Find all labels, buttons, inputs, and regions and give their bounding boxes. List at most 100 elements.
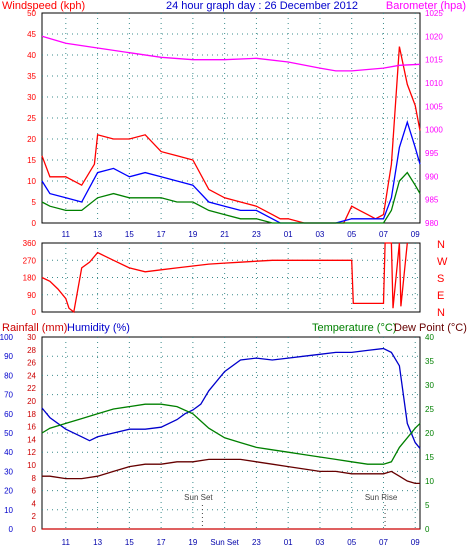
dewpoint-axis-label: Dew Point (°C) xyxy=(394,322,467,334)
windspeed-line xyxy=(41,46,421,224)
barometer-tick: 1025 xyxy=(425,9,443,18)
compass-label: W xyxy=(437,256,448,268)
windspeed-tick: 20 xyxy=(27,135,36,144)
temp-series xyxy=(41,347,421,530)
windspeed-tick: 30 xyxy=(27,93,36,102)
barometer-tick: 1005 xyxy=(425,102,443,111)
sunset-label: Sun Set xyxy=(184,493,213,502)
temperature-tick: 20 xyxy=(425,429,434,438)
rainfall-tick: 80 xyxy=(4,371,13,380)
barometer-tick: 1020 xyxy=(425,32,443,41)
windspeed-tick: 45 xyxy=(27,30,36,39)
sun-annotations: Sun Set Sun Rise xyxy=(184,493,398,529)
windspeed-tick: 35 xyxy=(27,72,36,81)
barometer-axis-label: Barometer (hpa) xyxy=(386,0,466,12)
windspeed-tick: 0 xyxy=(32,219,37,228)
x-tick: 13 xyxy=(93,538,102,547)
rainfall-tick: 20 xyxy=(4,487,13,496)
x-tick: 01 xyxy=(284,538,293,547)
direction-tick: 180 xyxy=(23,274,37,283)
humidity-tick: 12 xyxy=(27,448,36,457)
humidity-tick: 24 xyxy=(27,371,36,380)
wind-direction-line xyxy=(41,242,408,314)
barometer-tick: 985 xyxy=(425,196,439,205)
temp-x-tick-labels: 11 13 15 17 19 Sun Set 23 01 03 05 07 09 xyxy=(62,538,421,547)
humidity-tick: 28 xyxy=(27,346,36,355)
x-tick: 15 xyxy=(125,230,134,239)
windspeed-tick: 10 xyxy=(27,177,36,186)
x-tick: 11 xyxy=(62,538,71,547)
x-tick: 13 xyxy=(93,230,102,239)
temperature-line xyxy=(41,403,421,465)
compass-label: E xyxy=(437,290,444,302)
dewpoint-line xyxy=(42,458,420,485)
x-tick: 23 xyxy=(252,230,261,239)
x-tick: 03 xyxy=(315,230,324,239)
wind-grid xyxy=(42,13,420,223)
x-tick: 07 xyxy=(379,538,388,547)
x-tick: 23 xyxy=(252,538,261,547)
rainfall-axis-label: Rainfall (mm) xyxy=(2,322,67,334)
compass-label: S xyxy=(437,273,444,285)
x-tick: 19 xyxy=(188,230,197,239)
rainfall-tick: 10 xyxy=(4,506,13,515)
x-tick: 15 xyxy=(125,538,134,547)
direction-tick: 270 xyxy=(23,256,37,265)
x-tick: 09 xyxy=(411,230,420,239)
humidity-tick: 6 xyxy=(32,487,37,496)
humidity-tick: 26 xyxy=(27,359,36,368)
sunrise-label: Sun Rise xyxy=(365,493,398,502)
x-tick: 19 xyxy=(188,538,197,547)
barometer-tick: 1015 xyxy=(425,56,443,65)
barometer-tick: 990 xyxy=(425,172,439,181)
temperature-tick: 40 xyxy=(425,333,434,342)
wind-x-tick-labels: 11 13 15 17 19 21 23 01 03 05 07 09 xyxy=(62,230,421,239)
rainfall-tick: 0 xyxy=(9,525,14,534)
windspeed-tick-labels: 0 5 10 15 20 25 30 35 40 45 50 xyxy=(27,9,36,228)
barometer-tick: 1010 xyxy=(425,79,443,88)
temperature-tick-labels: 0 5 10 15 20 25 30 35 40 xyxy=(425,333,434,534)
temperature-tick: 35 xyxy=(425,357,434,366)
x-tick: 11 xyxy=(62,230,71,239)
rainfall-tick: 100 xyxy=(0,333,14,342)
rainfall-tick: 30 xyxy=(4,467,13,476)
humidity-tick: 30 xyxy=(27,333,36,342)
direction-tick: 360 xyxy=(23,239,37,248)
x-tick: 05 xyxy=(347,230,356,239)
humidity-tick: 20 xyxy=(27,397,36,406)
x-tick: 17 xyxy=(157,538,166,547)
barometer-tick: 1000 xyxy=(425,126,443,135)
x-tick: 21 xyxy=(220,230,229,239)
temperature-tick: 15 xyxy=(425,453,434,462)
graph-title: 24 hour graph day : 26 December 2012 xyxy=(166,0,358,12)
x-tick: 09 xyxy=(411,538,420,547)
x-tick: 05 xyxy=(347,538,356,547)
windspeed-tick: 40 xyxy=(27,51,36,60)
x-tick: 17 xyxy=(157,230,166,239)
rainfall-tick: 40 xyxy=(4,448,13,457)
humidity-tick: 2 xyxy=(32,512,37,521)
temperature-tick: 10 xyxy=(425,477,434,486)
humidity-tick: 0 xyxy=(32,525,37,534)
humidity-tick: 10 xyxy=(27,461,36,470)
humidity-axis-label: Humidity (%) xyxy=(67,322,130,334)
windspeed-tick: 15 xyxy=(27,156,36,165)
temperature-tick: 25 xyxy=(425,405,434,414)
rainfall-tick: 90 xyxy=(4,352,13,361)
rainfall-tick: 50 xyxy=(4,429,13,438)
temperature-tick: 30 xyxy=(425,381,434,390)
x-tick: 01 xyxy=(284,230,293,239)
barometer-tick: 995 xyxy=(425,149,439,158)
barometer-line xyxy=(41,35,421,72)
humidity-line xyxy=(41,347,421,449)
barometer-tick: 980 xyxy=(425,219,439,228)
humidity-tick: 8 xyxy=(32,474,37,483)
humidity-tick: 22 xyxy=(27,384,36,393)
temperature-axis-label: Temperature (°C) xyxy=(312,322,396,334)
compass-label: N xyxy=(437,307,445,319)
humidity-tick: 14 xyxy=(27,435,36,444)
direction-tick-labels: 0 90 180 270 360 xyxy=(23,239,37,317)
windspeed-tick: 5 xyxy=(32,198,37,207)
